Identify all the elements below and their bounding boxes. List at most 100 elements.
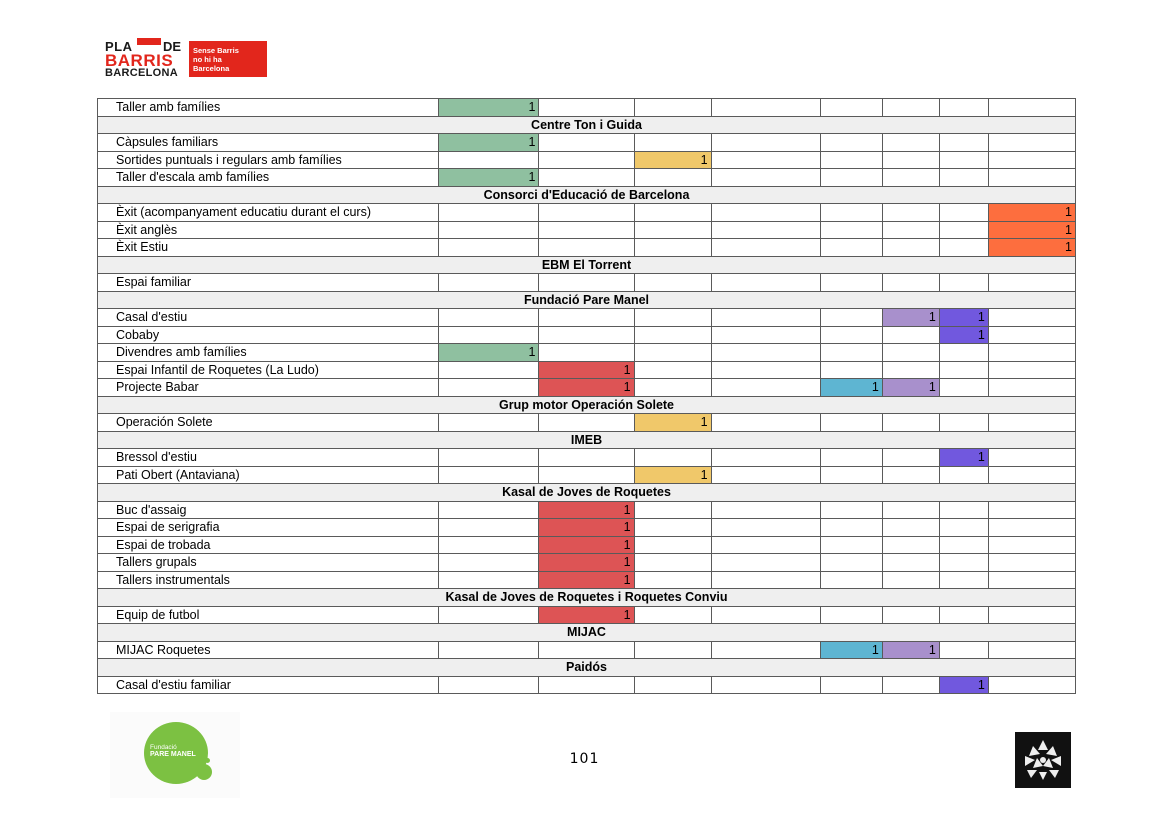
empty-cell xyxy=(881,570,940,589)
marked-cell: 1 xyxy=(538,570,635,589)
section-header-row: Paidós xyxy=(97,658,1076,677)
table-row: Èxit Estiu 1 xyxy=(96,238,1077,257)
empty-cell xyxy=(819,605,883,624)
pine-cone-logo xyxy=(1015,732,1071,788)
empty-cell xyxy=(987,465,1077,484)
logo-word-de: DE xyxy=(163,39,182,54)
activity-name: Tallers instrumentals xyxy=(96,570,440,589)
empty-cell xyxy=(938,413,989,432)
empty-cell xyxy=(819,343,883,362)
empty-cell xyxy=(438,238,540,257)
empty-cell xyxy=(633,325,712,344)
empty-cell xyxy=(438,203,540,222)
activity-name: Càpsules familiars xyxy=(96,133,440,152)
activity-name: Equip de futbol xyxy=(96,605,440,624)
section-header: MIJAC xyxy=(97,623,1076,642)
empty-cell xyxy=(987,378,1077,397)
empty-cell xyxy=(881,150,940,169)
table-row: Taller d'escala amb famílies 1 xyxy=(96,168,1077,187)
empty-cell xyxy=(538,98,635,117)
logo-text-pare-manel: PARE MANEL xyxy=(150,751,196,758)
empty-cell xyxy=(538,133,635,152)
marked-cell: 1 xyxy=(938,308,989,327)
empty-cell xyxy=(938,570,989,589)
empty-cell xyxy=(938,360,989,379)
logo-word-pla: PLA xyxy=(105,39,133,54)
empty-cell xyxy=(438,360,540,379)
empty-cell xyxy=(710,360,821,379)
logo-red-bar xyxy=(137,38,161,45)
empty-cell xyxy=(438,535,540,554)
table-row: Casal d'estiu familiar 1 xyxy=(96,675,1077,694)
empty-cell xyxy=(633,203,712,222)
empty-cell xyxy=(987,413,1077,432)
empty-cell xyxy=(987,150,1077,169)
table-row: Espai de serigrafia 1 xyxy=(96,518,1077,537)
empty-cell xyxy=(819,360,883,379)
empty-cell xyxy=(987,133,1077,152)
empty-cell xyxy=(633,220,712,239)
empty-cell xyxy=(819,465,883,484)
empty-cell xyxy=(881,360,940,379)
empty-cell xyxy=(438,553,540,572)
empty-cell xyxy=(987,448,1077,467)
empty-cell xyxy=(438,308,540,327)
logo-tagline-box: Sense Barris no hi ha Barcelona xyxy=(189,41,267,77)
empty-cell xyxy=(438,448,540,467)
logo-word-barcelona: BARCELONA xyxy=(105,67,178,79)
table-row: Càpsules familiars 1 xyxy=(96,133,1077,152)
empty-cell xyxy=(881,553,940,572)
marked-cell: 1 xyxy=(438,98,540,117)
empty-cell xyxy=(938,518,989,537)
marked-cell: 1 xyxy=(538,553,635,572)
table-row: Casal d'estiu 1 1 xyxy=(96,308,1077,327)
empty-cell xyxy=(633,168,712,187)
section-header-row: Grup motor Operación Solete xyxy=(97,395,1076,414)
empty-cell xyxy=(538,220,635,239)
empty-cell xyxy=(881,325,940,344)
empty-cell xyxy=(438,675,540,694)
empty-cell xyxy=(938,378,989,397)
section-header: Paidós xyxy=(97,658,1076,677)
table-row: Espai Infantil de Roquetes (La Ludo) 1 xyxy=(96,360,1077,379)
empty-cell xyxy=(710,570,821,589)
table-row: Pati Obert (Antaviana) 1 xyxy=(96,465,1077,484)
activity-name: Casal d'estiu familiar xyxy=(96,675,440,694)
section-header-row: MIJAC xyxy=(97,623,1076,642)
empty-cell xyxy=(710,448,821,467)
activity-name: Espai Infantil de Roquetes (La Ludo) xyxy=(96,360,440,379)
empty-cell xyxy=(881,220,940,239)
logo-green-drip xyxy=(196,764,212,780)
pla-de-barris-logo: PLA DE BARRIS BARCELONA Sense Barris no … xyxy=(105,38,270,80)
empty-cell xyxy=(538,203,635,222)
table-row: Èxit anglès 1 xyxy=(96,220,1077,239)
empty-cell xyxy=(819,325,883,344)
logo-tagline-3: Barcelona xyxy=(193,64,230,73)
empty-cell xyxy=(710,500,821,519)
table-row: Tallers instrumentals 1 xyxy=(96,570,1077,589)
activity-name: Projecte Babar xyxy=(96,378,440,397)
marked-cell: 1 xyxy=(938,325,989,344)
empty-cell xyxy=(938,640,989,659)
activity-name: Taller amb famílies xyxy=(96,98,440,117)
empty-cell xyxy=(710,378,821,397)
empty-cell xyxy=(710,535,821,554)
table-row: Tallers grupals 1 xyxy=(96,553,1077,572)
empty-cell xyxy=(633,308,712,327)
activity-name: Cobaby xyxy=(96,325,440,344)
empty-cell xyxy=(710,465,821,484)
empty-cell xyxy=(819,150,883,169)
marked-cell: 1 xyxy=(881,308,940,327)
activity-name: Èxit anglès xyxy=(96,220,440,239)
empty-cell xyxy=(538,343,635,362)
empty-cell xyxy=(633,675,712,694)
empty-cell xyxy=(538,273,635,292)
empty-cell xyxy=(710,150,821,169)
empty-cell xyxy=(987,605,1077,624)
table-row: MIJAC Roquetes 1 1 xyxy=(96,640,1077,659)
table-row: Buc d'assaig 1 xyxy=(96,500,1077,519)
empty-cell xyxy=(633,343,712,362)
empty-cell xyxy=(987,343,1077,362)
empty-cell xyxy=(710,168,821,187)
empty-cell xyxy=(710,133,821,152)
